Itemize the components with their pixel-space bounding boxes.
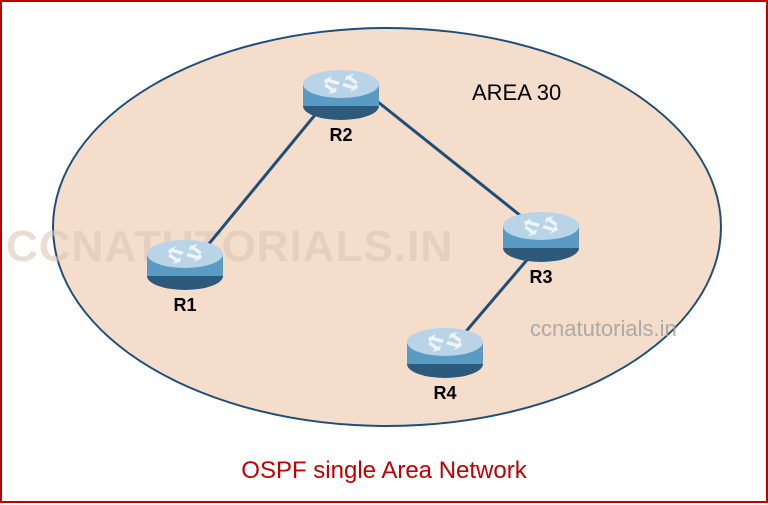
watermark-right: ccnatutorials.in — [530, 316, 677, 342]
router-icon — [406, 320, 484, 380]
router-label-r2: R2 — [329, 125, 352, 146]
router-r1: R1 — [146, 232, 224, 292]
area-label: AREA 30 — [472, 80, 561, 106]
watermark-left: CCNATUTORIALS.IN — [6, 222, 453, 272]
router-icon — [146, 232, 224, 292]
router-label-r1: R1 — [173, 295, 196, 316]
router-label-r4: R4 — [433, 383, 456, 404]
router-r4: R4 — [406, 320, 484, 380]
router-icon — [502, 204, 580, 264]
diagram-canvas: CCNATUTORIALS.IN AREA 30 R1 R2 — [2, 2, 766, 501]
router-icon — [302, 62, 380, 122]
diagram-title: OSPF single Area Network — [241, 457, 526, 485]
router-r2: R2 — [302, 62, 380, 122]
router-r3: R3 — [502, 204, 580, 264]
router-label-r3: R3 — [529, 267, 552, 288]
